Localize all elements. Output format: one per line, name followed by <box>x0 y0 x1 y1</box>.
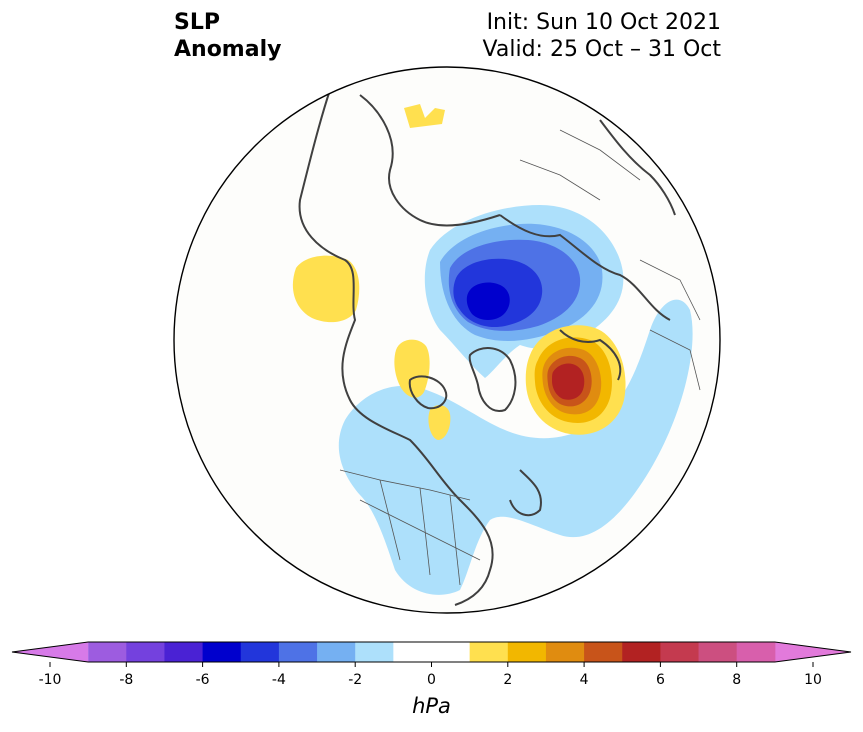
colorbar-swatch <box>507 642 547 662</box>
colorbar-swatch <box>126 642 165 662</box>
colorbar-swatch <box>393 642 471 662</box>
colorbar-swatch <box>164 642 204 662</box>
init-date: Init: Sun 10 Oct 2021 <box>486 10 721 35</box>
colorbar-tick-label: 10 <box>804 672 822 688</box>
colorbar-tick-label: 0 <box>427 672 436 688</box>
colorbar-swatch <box>317 642 356 662</box>
anomaly-positive-alaska <box>292 255 360 323</box>
colorbar-swatches <box>11 641 852 663</box>
colorbar-swatch <box>622 642 661 662</box>
colorbar-swatch <box>355 642 394 662</box>
colorbar: -10 -8 -6 -4 -2 0 2 4 6 8 10 <box>11 641 852 688</box>
colorbar-tick-label: -8 <box>119 672 133 688</box>
anomaly-positive-atlantic-5 <box>552 363 585 400</box>
anomaly-negative-arctic-5 <box>466 282 510 320</box>
anomaly-positive-siberia <box>404 104 445 128</box>
colorbar-swatch <box>469 642 509 662</box>
colorbar-outline <box>11 641 852 663</box>
map-boundary <box>173 66 721 614</box>
colorbar-tick-label: -6 <box>196 672 210 688</box>
colorbar-tick-label: -10 <box>39 672 62 688</box>
polar-map <box>173 66 721 614</box>
colorbar-tick-label: 2 <box>503 672 512 688</box>
colorbar-tick-label: 6 <box>656 672 665 688</box>
title-line-2: Anomaly <box>174 37 282 62</box>
colorbar-over-arrow <box>774 642 851 662</box>
colorbar-swatch <box>584 642 623 662</box>
title-line-1: SLP <box>174 10 220 35</box>
colorbar-swatch <box>660 642 700 662</box>
colorbar-unit: hPa <box>412 694 451 718</box>
anomaly-negative-america <box>338 299 693 595</box>
borders <box>339 129 701 586</box>
colorbar-tick-label: -2 <box>348 672 362 688</box>
anomaly-positive-hudson <box>428 405 451 440</box>
colorbar-tick-label: 4 <box>580 672 589 688</box>
map-title: SLP Anomaly <box>174 9 281 63</box>
colorbar-ticks: -10 -8 -6 -4 -2 0 2 4 6 8 10 <box>39 662 822 688</box>
colorbar-tick-label: 8 <box>732 672 741 688</box>
colorbar-swatch <box>278 642 318 662</box>
colorbar-swatch <box>698 642 738 662</box>
colorbar-under-arrow <box>12 642 89 662</box>
valid-range: Valid: 25 Oct – 31 Oct <box>482 37 721 62</box>
map-fill <box>174 67 720 613</box>
colorbar-swatch <box>202 642 242 662</box>
anomaly-positive-canada <box>394 339 430 398</box>
date-info: Init: Sun 10 Oct 2021 Valid: 25 Oct – 31… <box>483 9 721 63</box>
colorbar-swatch <box>240 642 280 662</box>
colorbar-swatch <box>88 642 127 662</box>
colorbar-swatch <box>736 642 776 662</box>
coastlines <box>298 89 676 606</box>
colorbar-swatch <box>545 642 585 662</box>
colorbar-tick-label: -4 <box>272 672 286 688</box>
